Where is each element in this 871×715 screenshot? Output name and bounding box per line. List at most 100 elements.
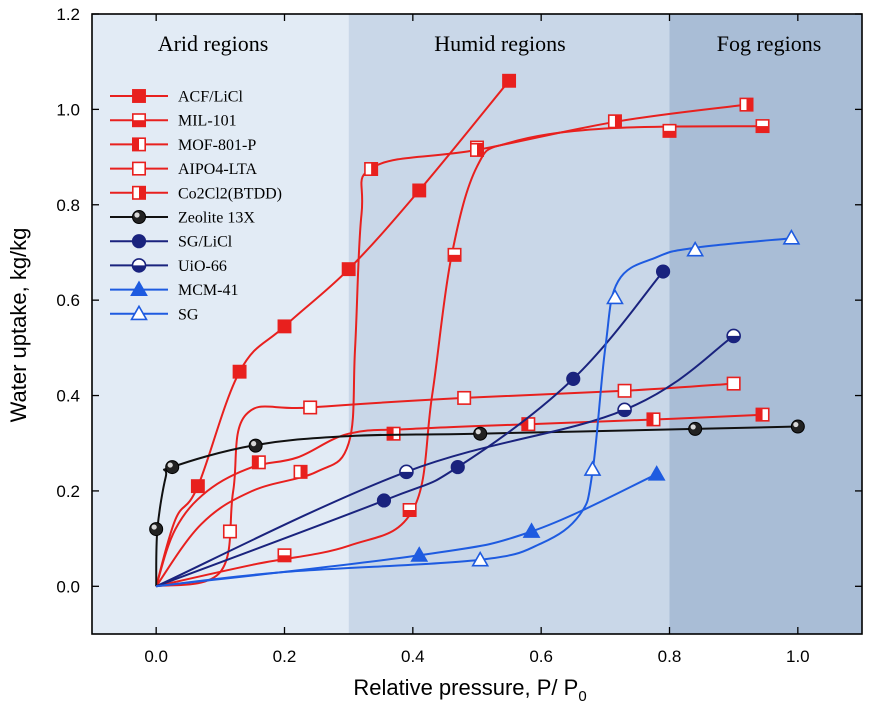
data-point xyxy=(655,264,671,279)
marker-square xyxy=(190,479,205,494)
data-point xyxy=(248,438,263,453)
x-tick-label: 0.0 xyxy=(144,647,168,666)
data-point xyxy=(583,460,602,476)
data-point xyxy=(149,522,164,537)
data-point xyxy=(688,421,703,436)
marker-square-fill xyxy=(756,126,769,133)
data-point xyxy=(739,97,754,112)
legend-marker xyxy=(132,210,146,224)
legend-item: MOF-801-P xyxy=(110,137,256,154)
marker-circle xyxy=(132,210,146,224)
legend-label: Co2Cl2(BTDD) xyxy=(178,185,282,202)
marker-square-fill xyxy=(403,510,416,517)
marker-square-outline xyxy=(222,524,237,539)
marker-square-fill xyxy=(132,138,139,151)
data-point xyxy=(412,183,427,198)
marker-circle xyxy=(450,459,465,475)
legend-marker xyxy=(132,185,147,200)
data-point xyxy=(190,479,205,494)
series-0 xyxy=(155,73,517,587)
region-band-2 xyxy=(669,14,862,634)
marker-square xyxy=(277,319,292,334)
x-axis-title-main: Relative pressure, P/ P xyxy=(353,675,578,700)
marker-circle-highlight xyxy=(475,429,481,435)
y-axis-title: Water uptake, kg/kg xyxy=(6,228,31,423)
marker-square-outline xyxy=(617,383,632,398)
data-point xyxy=(566,371,581,386)
marker-circle-highlight xyxy=(251,441,257,447)
data-point xyxy=(726,328,741,344)
data-point xyxy=(410,546,429,562)
x-tick-label: 0.2 xyxy=(273,647,297,666)
marker-circle xyxy=(688,421,703,436)
data-point xyxy=(617,402,632,418)
series-4 xyxy=(155,97,754,587)
data-point xyxy=(646,412,661,427)
x-tick-label: 0.4 xyxy=(401,647,425,666)
data-point xyxy=(293,464,308,479)
legend-marker xyxy=(130,304,148,321)
marker-square-outline xyxy=(303,400,318,415)
data-point xyxy=(277,319,292,334)
plot-series xyxy=(149,73,805,588)
data-point xyxy=(447,247,462,262)
marker-square-fill xyxy=(477,143,484,157)
legend-item: Co2Cl2(BTDD) xyxy=(110,185,282,202)
legend-label: ACF/LiCl xyxy=(178,89,243,106)
data-point xyxy=(232,364,247,379)
series-line xyxy=(155,413,766,587)
marker-square-fill xyxy=(448,254,461,262)
y-tick-label: 0.2 xyxy=(56,482,80,501)
region-label-humid: Humid regions xyxy=(434,31,565,56)
x-axis-title: Relative pressure, P/ P0 xyxy=(353,675,586,705)
legend-marker xyxy=(131,234,147,249)
y-tick-label: 0.8 xyxy=(56,196,80,215)
region-label-arid: Arid regions xyxy=(158,31,269,56)
marker-square-fill xyxy=(614,115,622,128)
y-tick-label: 1.2 xyxy=(56,5,80,24)
data-point xyxy=(364,162,379,177)
marker-circle-fill xyxy=(618,409,632,417)
marker-square-fill xyxy=(746,98,753,111)
data-point xyxy=(303,400,318,415)
data-point xyxy=(755,119,770,134)
legend: ACF/LiCl MIL-101 MOF-801-P AIPO4-LTA Co2Cl2(… xyxy=(110,89,282,323)
marker-circle xyxy=(566,371,581,386)
data-point xyxy=(502,73,517,88)
marker-square-fill xyxy=(300,465,307,479)
marker-square-fill xyxy=(371,162,378,176)
data-point xyxy=(647,465,666,481)
y-tick-label: 0.4 xyxy=(56,387,80,406)
marker-circle-fill xyxy=(399,471,413,479)
x-axis-title-subscript: 0 xyxy=(578,688,586,705)
marker-circle-fill xyxy=(727,335,741,343)
legend-label: SG/LiCl xyxy=(178,234,233,251)
marker-square-fill xyxy=(278,555,291,562)
legend-marker xyxy=(132,137,147,152)
marker-circle xyxy=(473,426,488,441)
marker-circle-highlight xyxy=(690,424,696,430)
series-3 xyxy=(155,376,741,588)
series-line xyxy=(155,335,735,588)
marker-square-outline xyxy=(726,376,741,391)
legend-label: SG xyxy=(178,306,199,323)
data-point xyxy=(341,262,356,277)
data-point xyxy=(469,142,484,157)
y-tick-label: 1.0 xyxy=(56,100,80,119)
legend-label: MOF-801-P xyxy=(178,137,256,154)
marker-circle xyxy=(149,522,164,537)
data-point xyxy=(376,493,392,508)
legend-label: UiO-66 xyxy=(178,258,227,275)
legend-label: MIL-101 xyxy=(178,113,237,130)
marker-circle xyxy=(376,493,392,508)
marker-circle-fill xyxy=(132,265,146,272)
marker-circle xyxy=(165,460,180,475)
marker-circle-highlight xyxy=(151,524,157,530)
legend-marker xyxy=(132,89,146,103)
marker-square xyxy=(412,183,427,198)
marker-square xyxy=(341,262,356,277)
marker-square-fill xyxy=(647,413,654,426)
legend-item: MCM-41 xyxy=(110,280,238,299)
legend-item: UiO-66 xyxy=(110,258,227,275)
